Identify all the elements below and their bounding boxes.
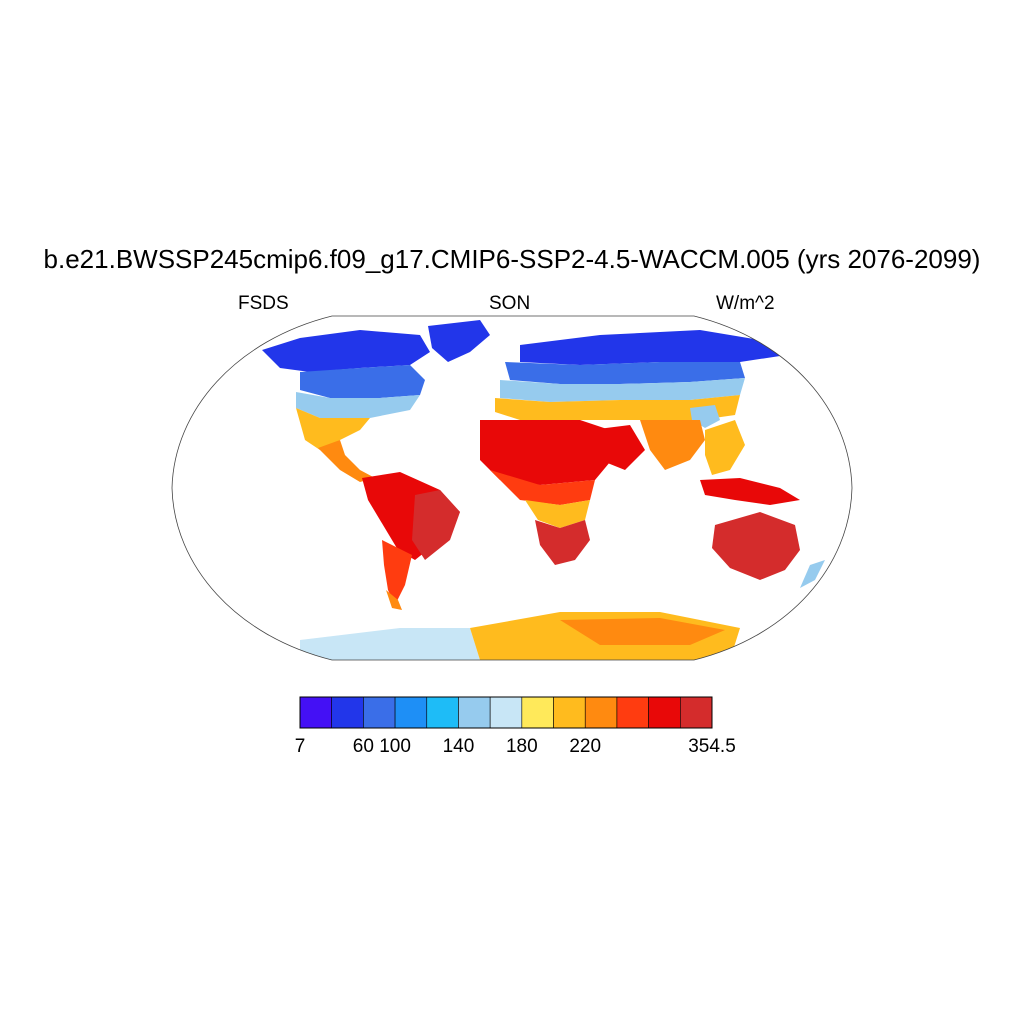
sahel	[490, 470, 595, 505]
greenland	[428, 320, 490, 362]
southern-africa	[535, 520, 590, 565]
colorbar-tick-label: 60	[352, 736, 374, 757]
colorbar-swatch	[426, 696, 459, 729]
eurasia-polar	[520, 330, 780, 365]
eurasia-mid	[500, 378, 745, 402]
maritime-continent	[700, 478, 800, 505]
colorbar-swatch	[331, 696, 364, 729]
colorbar-tick-label: 100	[379, 736, 411, 757]
colorbar-tick-label: 180	[505, 736, 538, 757]
arabia	[590, 425, 645, 470]
colorbar-swatch	[458, 696, 491, 729]
north-america-south	[296, 408, 370, 450]
colorbar-tick-label: 220	[569, 736, 602, 757]
units-label: W/m^2	[716, 293, 775, 314]
australia	[712, 512, 800, 580]
eurasia-subpolar	[505, 362, 745, 384]
colorbar-tick-label: 140	[442, 736, 475, 757]
colorbar-swatch	[680, 696, 713, 729]
colorbar-swatch	[616, 696, 649, 729]
colorbar-frame	[299, 696, 713, 729]
south-america-south	[382, 540, 412, 605]
new-zealand	[800, 560, 825, 588]
colorbar-swatch	[299, 696, 332, 729]
south-america-tip	[386, 590, 402, 610]
central-america	[318, 440, 375, 482]
colorbar-swatch	[584, 696, 618, 729]
north-america-mid	[296, 392, 420, 418]
colorbar-swatch	[553, 696, 586, 729]
north-america-polar	[262, 330, 430, 372]
map-title: b.e21.BWSSP245cmip6.f09_g17.CMIP6-SSP2-4…	[43, 244, 981, 274]
colorbar-swatch	[648, 696, 681, 729]
southeast-asia	[705, 420, 745, 475]
europe-south	[495, 395, 740, 420]
colorbar-swatch	[394, 696, 428, 729]
globe-outline	[171, 315, 853, 661]
colorbar-tick-label: 354.5	[688, 736, 736, 757]
north-africa	[480, 420, 620, 485]
central-africa	[525, 500, 590, 528]
season-label: SON	[489, 293, 531, 314]
south-america-east	[412, 490, 460, 560]
colorbar-swatch	[489, 696, 523, 729]
colorbar-swatch	[521, 696, 554, 729]
colorbar-swatch	[363, 696, 396, 729]
north-america-subpolar	[300, 365, 425, 398]
variable-label: FSDS	[238, 293, 289, 314]
antarctica-west	[300, 628, 480, 660]
south-asia	[640, 420, 705, 470]
colorbar-tick-label: 7	[294, 736, 306, 757]
antarctica-interior	[560, 618, 725, 645]
